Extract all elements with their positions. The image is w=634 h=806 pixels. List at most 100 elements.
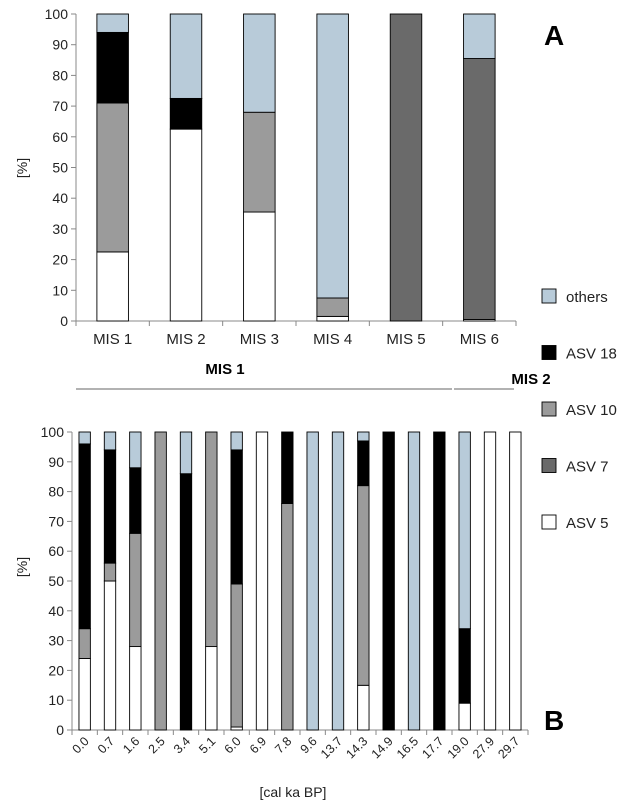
legend-swatch [541,514,557,530]
bar-segment-asv-10 [129,532,142,648]
bar-segment-asv-18 [433,431,446,731]
bar-segment-asv-5 [243,211,276,322]
y-tick-label: 100 [41,424,65,440]
x-tick-label: 29.7 [495,734,522,761]
x-tick-label: MIS 1 [93,331,132,348]
bar-stack-5-1 [205,431,218,731]
y-tick-label: 60 [52,129,68,145]
legend-item-asv-7: ASV 7 [541,458,609,476]
y-tick-label: 10 [52,282,68,298]
bar-segment-others [78,431,91,445]
group-label-mis-2: MIS 2 [511,371,550,388]
y-tick-label: 90 [48,454,64,470]
bar-segment-asv-7 [463,58,496,320]
bar-segment-asv-18 [230,449,243,585]
x-tick-label: 1.6 [120,734,142,756]
bar-stack-mis-1 [96,13,129,322]
y-tick-label: 50 [52,160,68,176]
bar-segment-asv-5 [169,128,203,322]
bar-segment-asv-18 [78,443,91,630]
legend-item-asv-18: ASV 18 [541,345,617,363]
bar-stack-mis-6 [463,13,496,322]
bar-stack-6-9 [255,431,269,731]
x-tick-label: MIS 5 [386,331,425,348]
panel-a-y-axis: 0 10 20 30 40 50 60 70 80 90 100 [45,6,77,329]
x-tick-label: 0.0 [70,734,92,756]
y-tick-label: 90 [52,37,68,53]
bar-segment-asv-10 [205,431,218,648]
bar-segment-asv-18 [129,467,142,534]
bar-segment-asv-10 [96,102,129,253]
bar-segment-asv-10 [243,111,276,213]
y-tick-label: 10 [48,692,64,708]
legend: others ASV 18 ASV 10 ASV 7 ASV 5 [541,288,617,532]
y-tick-label: 40 [48,603,64,619]
panel-b-chart: 0 10 20 30 40 50 60 70 80 90 100 0.0 0.7 1.6 2.5 3.4 5.1… [41,424,529,761]
panel-a-chart: 0 10 20 30 40 50 60 70 80 90 100 MIS 1 MIS 2 MIS 3 MIS… [45,6,517,348]
x-tick-label: MIS 4 [313,331,352,348]
bar-segment-others [407,431,421,731]
bar-segment-asv-18 [281,431,294,504]
x-tick-label: 7.8 [272,734,294,756]
bar-stack-3-4 [179,431,193,731]
x-tick-label: 3.4 [171,734,193,756]
bar-segment-asv-10 [103,562,117,582]
legend-swatch [541,288,557,304]
bar-segment-asv-5 [103,580,117,731]
bar-segment-asv-10 [78,628,91,659]
bar-stack-0-0 [78,431,91,731]
bar-stack-2-5 [154,431,167,731]
y-tick-label: 60 [48,543,64,559]
bar-segment-asv-18 [96,31,129,104]
bar-segment-asv-18 [458,628,471,704]
legend-label: ASV 7 [566,459,609,476]
bar-segment-asv-5 [129,646,142,731]
bar-stack-16-5 [407,431,421,731]
legend-label: ASV 18 [566,346,617,363]
bar-stack-17-7 [433,431,446,731]
bar-segment-others [306,431,319,731]
bar-stack-mis-3 [243,13,276,322]
bar-segment-asv-18 [382,431,395,731]
bar-stack-mis-2 [169,13,203,322]
bar-segment-asv-5 [78,658,91,731]
bar-stack-6-0 [230,431,243,731]
bar-segment-others [316,13,349,299]
bar-segment-asv-5 [316,315,349,322]
bar-segment-others [357,431,370,442]
bar-segment-asv-5 [458,702,471,731]
x-tick-label: 6.0 [222,734,244,756]
x-tick-label: 2.5 [146,734,168,756]
x-tick-label: 13.7 [318,734,345,761]
bar-segment-others [230,431,243,451]
bar-segment-asv-18 [179,473,193,731]
bar-segment-asv-5 [205,646,218,731]
y-tick-label: 70 [48,513,64,529]
x-tick-label: MIS 2 [166,331,205,348]
bar-stack-29-7 [509,431,522,731]
bar-segment-asv-10 [154,431,167,731]
bar-segment-others [243,13,276,113]
legend-item-asv-5: ASV 5 [541,514,609,532]
x-tick-label: 19.0 [445,734,472,761]
bar-segment-asv-18 [169,97,203,130]
legend-label: others [566,289,608,306]
bar-stack-19-0 [458,431,471,731]
x-tick-label: MIS 6 [460,331,499,348]
y-tick-label: 50 [48,573,64,589]
y-tick-label: 100 [45,6,69,22]
panel-b-x-axis-title: [cal ka BP] [260,784,327,800]
group-label-mis-1: MIS 1 [205,361,244,378]
legend-swatch [541,345,557,360]
y-tick-label: 0 [60,313,68,329]
panel-a-letter: A [544,20,564,51]
bar-stack-0-7 [103,431,117,731]
legend-label: ASV 5 [566,515,609,532]
bar-segment-others [96,13,129,33]
panel-b-y-axis-title: [%] [14,557,30,577]
bar-segment-others [331,431,345,731]
y-tick-label: 20 [48,662,64,678]
bar-segment-asv-10 [357,485,370,686]
y-tick-label: 30 [52,221,68,237]
bar-segment-others [463,13,496,59]
